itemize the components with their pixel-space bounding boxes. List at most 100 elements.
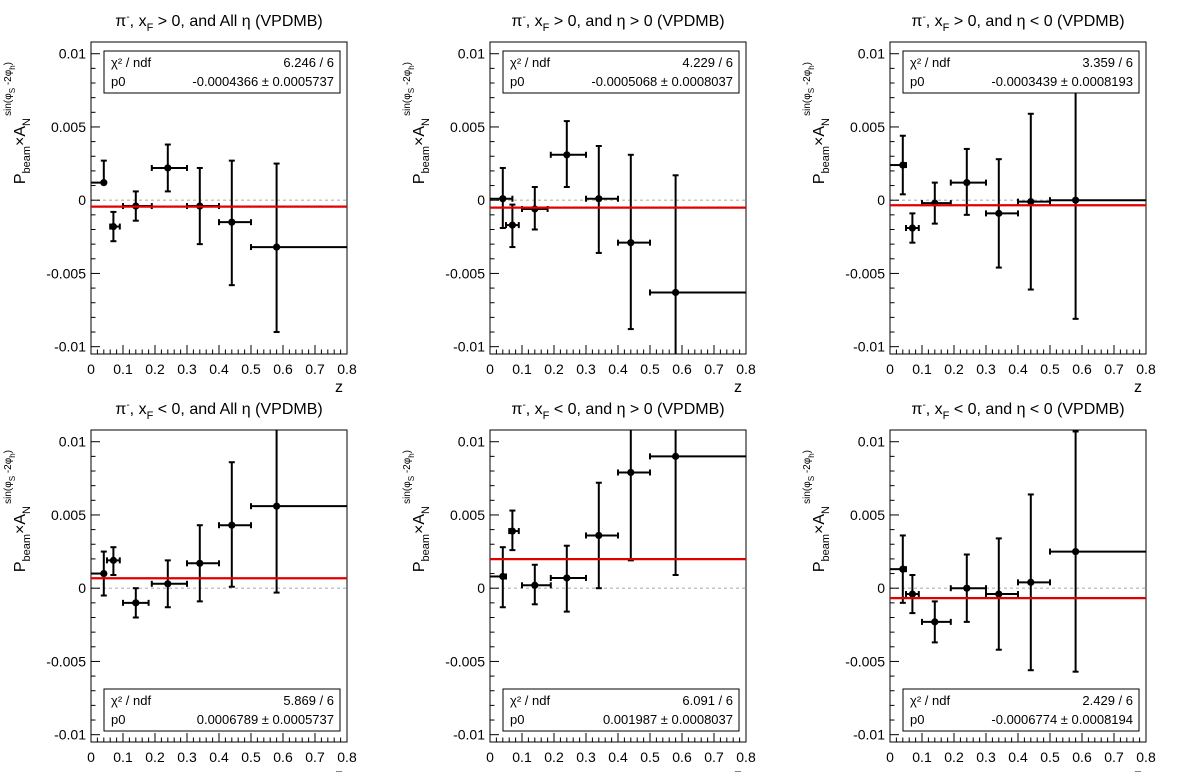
data-marker: [931, 618, 939, 626]
data-points: [890, 430, 1146, 673]
x-tick-label: 0.7: [704, 749, 724, 765]
data-point: [890, 134, 907, 196]
x-tick-label: 0.8: [736, 361, 756, 377]
data-point: [949, 147, 987, 216]
p0-label: p0: [111, 74, 125, 89]
p0-label: p0: [111, 712, 125, 727]
data-marker: [963, 584, 971, 592]
x-tick-label: 0.4: [608, 749, 628, 765]
x-tick-label: 0.7: [305, 361, 325, 377]
y-axis-label-superscript: sin(φS -2φh): [802, 62, 816, 116]
y-tick-label: -0.005: [46, 653, 86, 669]
panel-5: π-, xF < 0, and η > 0 (VPDMB)0 0.1 0.2 0.3 0…: [402, 400, 756, 772]
x-tick-label: 0: [886, 749, 894, 765]
p0-label: p0: [510, 712, 524, 727]
x-tick-label: 0.5: [1040, 361, 1060, 377]
stats-box: χ² / ndf 2.429 / 6 p0 -0.0006774 ± 0.000819…: [902, 688, 1140, 732]
y-tick-label: 0.01: [858, 46, 885, 62]
y-tick-label: 0: [78, 580, 86, 596]
data-marker: [595, 195, 603, 203]
panel-4: π-, xF < 0, and All η (VPDMB)0 0.1 0.2 0.3 0…: [3, 400, 357, 772]
x-tick-label: 0.8: [736, 749, 756, 765]
data-marker: [228, 521, 236, 529]
y-tick-label: 0.01: [858, 434, 885, 450]
x-tick-label: 0: [87, 361, 95, 377]
panel-3: π-, xF > 0, and η < 0 (VPDMB)0 0.1 0.2 0.3 0…: [802, 12, 1156, 396]
y-tick-label: -0.01: [453, 339, 485, 355]
y-tick-label: 0.005: [450, 119, 485, 135]
data-marker: [196, 559, 204, 567]
p0-value: 0.0006789 ± 0.0005737: [197, 712, 334, 727]
data-marker: [109, 222, 117, 231]
x-tick-label: 0.4: [1008, 361, 1028, 377]
x-tick-label: 0.1: [113, 361, 133, 377]
y-tick-label: 0: [877, 192, 885, 208]
data-point: [985, 537, 1019, 651]
data-point: [949, 553, 987, 623]
data-point: [1017, 112, 1051, 291]
x-tick-label: 0.2: [145, 749, 165, 765]
y-axis: -0.01 -0.005 0 0.005 0.01: [46, 434, 100, 743]
y-axis-label-superscript: sin(φS -2φh): [3, 450, 17, 504]
data-point: [150, 143, 188, 193]
data-point: [1049, 79, 1146, 320]
data-marker: [908, 224, 917, 232]
data-marker: [164, 164, 172, 172]
data-point: [490, 166, 514, 230]
stats-box-frame: [502, 688, 740, 732]
y-tick-label: 0.01: [59, 46, 86, 62]
data-point: [150, 559, 188, 609]
data-marker: [672, 452, 680, 460]
x-tick-label: 0.5: [640, 749, 660, 765]
x-tick-label: 0.8: [337, 361, 357, 377]
x-tick-label: 0.1: [113, 749, 133, 765]
panel-title: π-, xF > 0, and η > 0 (VPDMB): [511, 12, 724, 34]
y-axis: -0.01 -0.005 0 0.005 0.01: [445, 434, 499, 743]
data-point: [122, 587, 150, 619]
x-tick-label: 0.2: [944, 361, 964, 377]
x-axis-label: z: [734, 379, 742, 396]
data-marker: [995, 209, 1003, 217]
data-marker: [908, 590, 917, 598]
data-point: [905, 212, 920, 244]
x-tick-label: 0.3: [576, 361, 596, 377]
stats-box-frame: [902, 50, 1140, 94]
x-tick-label: 0.7: [704, 361, 724, 377]
x-tick-label: 0.2: [544, 361, 564, 377]
x-tick-label: 0.6: [1072, 749, 1092, 765]
data-point: [218, 159, 252, 287]
data-point: [109, 210, 121, 243]
data-point: [1017, 493, 1051, 672]
x-tick-label: 0.5: [640, 361, 660, 377]
x-tick-label: 0.7: [1104, 361, 1124, 377]
x-tick-label: 0.6: [672, 361, 692, 377]
x-tick-label: 0.1: [912, 749, 932, 765]
data-point: [649, 174, 746, 354]
data-point: [106, 546, 121, 577]
x-tick-label: 0.1: [912, 361, 932, 377]
y-tick-label: 0.01: [458, 434, 485, 450]
x-axis-label: z: [335, 767, 343, 772]
data-point: [91, 550, 108, 597]
x-tick-label: 0.3: [177, 749, 197, 765]
data-marker: [899, 161, 907, 169]
stats-box: χ² / ndf 5.869 / 6 p0 0.0006789 ± 0.0005737: [103, 688, 341, 732]
data-point: [617, 153, 651, 331]
data-marker: [109, 556, 117, 564]
data-marker: [273, 502, 281, 510]
x-axis: 0 0.1 0.2 0.3 0.4 0.5 0.6 0.7 0.8: [886, 345, 1156, 377]
stats-box: χ² / ndf 3.359 / 6 p0 -0.0003439 ± 0.000819…: [902, 50, 1140, 94]
y-axis-label: Pbeam×AN: [12, 118, 33, 184]
x-tick-label: 0.7: [305, 749, 325, 765]
x-tick-label: 0.2: [544, 749, 564, 765]
y-tick-label: -0.01: [54, 339, 86, 355]
panel-title: π-, xF > 0, and All η (VPDMB): [115, 12, 322, 34]
x-axis: 0 0.1 0.2 0.3 0.4 0.5 0.6 0.7 0.8: [486, 733, 756, 765]
data-marker: [627, 468, 635, 477]
y-tick-label: 0.005: [51, 119, 86, 135]
x-tick-label: 0.4: [1008, 749, 1028, 765]
x-axis: 0 0.1 0.2 0.3 0.4 0.5 0.6 0.7 0.8: [87, 733, 357, 765]
x-tick-label: 0.4: [209, 749, 229, 765]
data-points: [890, 79, 1146, 320]
data-point: [250, 162, 347, 334]
